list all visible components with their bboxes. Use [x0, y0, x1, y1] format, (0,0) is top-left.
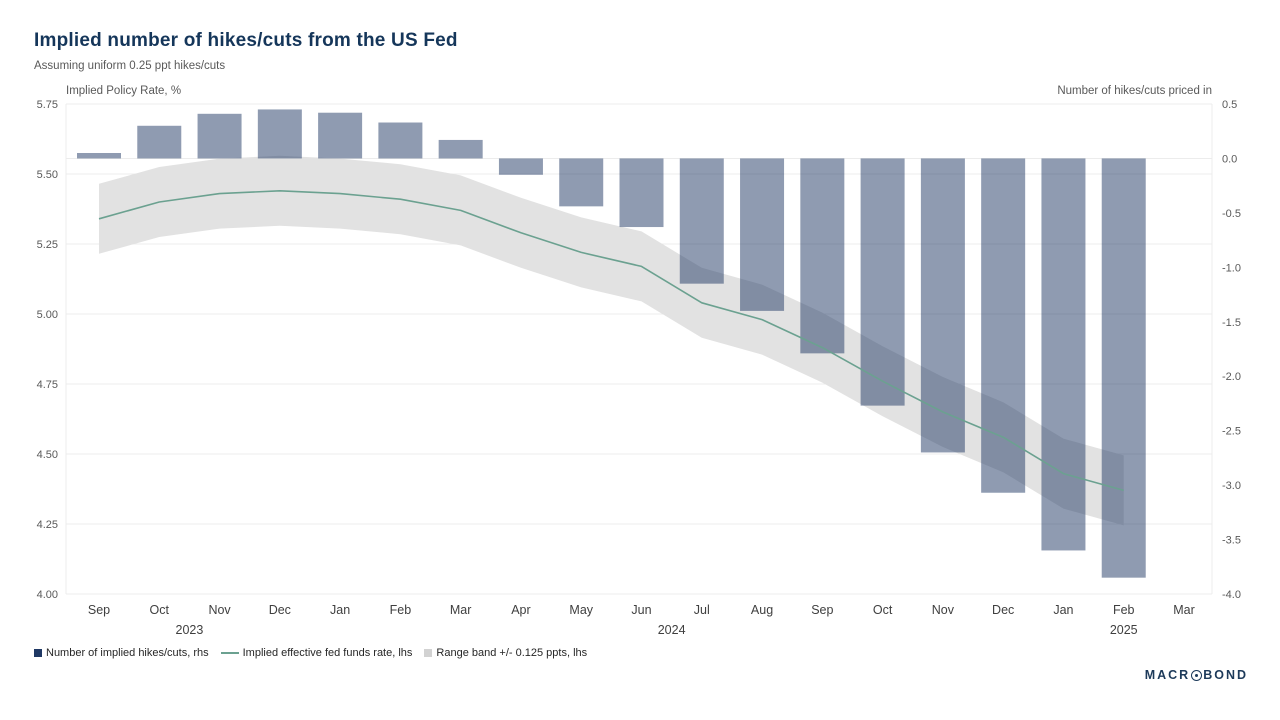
bar	[740, 158, 785, 311]
logo-text-prefix: MACR	[1144, 668, 1191, 682]
svg-text:Apr: Apr	[511, 603, 530, 617]
svg-text:Sep: Sep	[811, 603, 833, 617]
logo-circle-icon	[1191, 669, 1203, 681]
svg-text:Feb: Feb	[390, 603, 412, 617]
svg-text:4.25: 4.25	[37, 519, 58, 531]
right-axis-label: Number of hikes/cuts priced in	[1057, 85, 1212, 97]
svg-text:0.0: 0.0	[1222, 153, 1237, 165]
bar	[559, 158, 604, 207]
bar	[438, 139, 483, 159]
legend-item: Implied effective fed funds rate, lhs	[220, 647, 413, 659]
svg-text:-1.5: -1.5	[1222, 317, 1241, 329]
svg-text:May: May	[569, 603, 593, 617]
svg-text:-4.0: -4.0	[1222, 589, 1241, 601]
legend-square-marker	[424, 649, 433, 657]
bar	[77, 153, 121, 159]
bar	[137, 125, 182, 159]
bar	[981, 158, 1026, 493]
svg-text:Dec: Dec	[269, 603, 291, 617]
legend-label: Range band +/- 0.125 ppts, lhs	[436, 647, 588, 659]
bars-implied-hikes-cuts	[77, 109, 1146, 578]
svg-text:Jan: Jan	[1053, 603, 1073, 617]
svg-text:Aug: Aug	[751, 603, 773, 617]
svg-text:2024: 2024	[658, 623, 686, 637]
svg-text:4.75: 4.75	[37, 379, 58, 391]
bar	[1101, 158, 1146, 578]
bar	[920, 158, 965, 453]
svg-text:Nov: Nov	[208, 603, 231, 617]
svg-text:2023: 2023	[176, 623, 204, 637]
chart-title: Implied number of hikes/cuts from the US…	[34, 30, 458, 51]
svg-text:-0.5: -0.5	[1222, 208, 1241, 220]
svg-text:-3.5: -3.5	[1222, 535, 1241, 547]
svg-text:Oct: Oct	[873, 603, 893, 617]
svg-text:5.50: 5.50	[37, 169, 58, 181]
svg-text:Jun: Jun	[631, 603, 651, 617]
svg-text:Mar: Mar	[450, 603, 472, 617]
svg-text:Feb: Feb	[1113, 603, 1135, 617]
svg-text:Mar: Mar	[1173, 603, 1195, 617]
svg-text:-2.5: -2.5	[1222, 426, 1241, 438]
macrobond-logo: MACR BOND	[1145, 668, 1248, 682]
legend-item: Range band +/- 0.125 ppts, lhs	[424, 647, 587, 659]
svg-text:Oct: Oct	[150, 603, 170, 617]
bar	[619, 158, 664, 228]
bar	[318, 112, 363, 159]
legend-square-marker	[34, 649, 42, 657]
right-axis-ticks: 0.5 0.0 -0.5 -1.0 -1.5 -2.0 -2.5 -3.0 -3.5 -4.0	[1222, 99, 1241, 601]
bar	[498, 158, 543, 175]
svg-text:2025: 2025	[1110, 623, 1138, 637]
chart-subtitle: Assuming uniform 0.25 ppt hikes/cuts	[34, 60, 226, 72]
bar	[679, 158, 724, 284]
bar	[860, 158, 905, 406]
range-band	[99, 155, 1124, 526]
svg-text:Dec: Dec	[992, 603, 1014, 617]
fed-funds-rate-line	[98, 190, 1124, 492]
legend-item: Number of implied hikes/cuts, rhs	[34, 647, 209, 659]
svg-text:Jan: Jan	[330, 603, 350, 617]
left-axis-ticks: 5.75 5.50 5.25 5.00 4.75 4.50 4.25 4.00	[37, 99, 58, 601]
svg-text:-2.0: -2.0	[1222, 371, 1241, 383]
svg-text:4.50: 4.50	[37, 449, 58, 461]
svg-text:5.00: 5.00	[37, 309, 58, 321]
svg-text:-3.0: -3.0	[1222, 480, 1241, 492]
svg-text:0.5: 0.5	[1222, 99, 1237, 111]
bar	[378, 122, 423, 159]
svg-text:Jul: Jul	[694, 603, 710, 617]
svg-text:5.25: 5.25	[37, 239, 58, 251]
legend-line-marker	[220, 652, 239, 654]
svg-text:Sep: Sep	[88, 603, 110, 617]
bar	[197, 113, 242, 159]
left-axis-label: Implied Policy Rate, %	[66, 85, 182, 97]
bar	[257, 109, 302, 159]
legend-label: Number of implied hikes/cuts, rhs	[46, 647, 209, 659]
svg-text:4.00: 4.00	[37, 589, 58, 601]
logo-text-suffix: BOND	[1203, 668, 1248, 682]
bar	[800, 158, 845, 354]
bar	[1041, 158, 1086, 551]
x-axis-month-labels: Sep Oct Nov Dec Jan Feb Mar Apr May Jun Jul Aug Sep O…	[88, 603, 1195, 617]
svg-text:5.75: 5.75	[37, 99, 58, 111]
svg-text:Nov: Nov	[932, 603, 955, 617]
x-axis-year-labels: 2023 2024 2025	[176, 623, 1138, 637]
svg-text:-1.0: -1.0	[1222, 262, 1241, 274]
chart-legend: Number of implied hikes/cuts, rhs Implied…	[34, 647, 587, 659]
legend-label: Implied effective fed funds rate, lhs	[242, 647, 413, 659]
